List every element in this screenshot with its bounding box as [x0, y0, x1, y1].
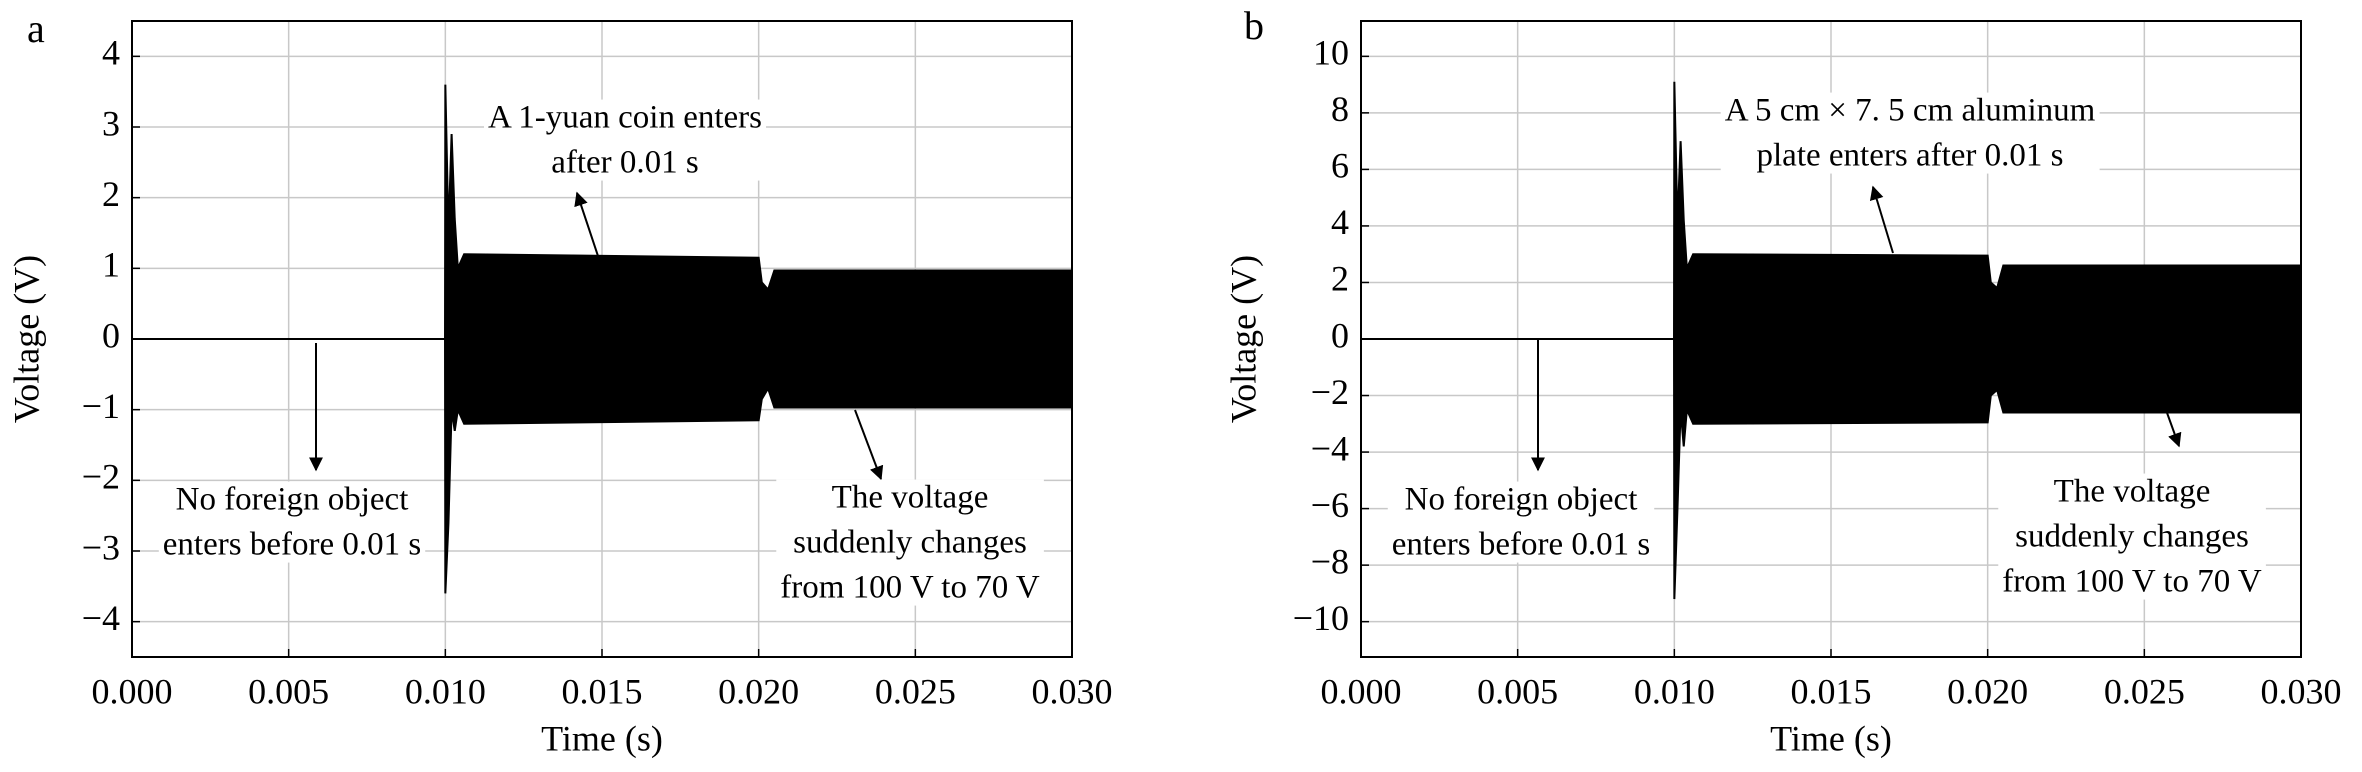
plot-frame — [131, 20, 1073, 658]
annotation-text: The voltage — [832, 480, 989, 516]
y-tick-label: 2 — [102, 174, 120, 214]
y-tick-label: −2 — [82, 457, 120, 497]
y-tick-label: 1 — [102, 245, 120, 285]
y-tick-label: −4 — [82, 598, 120, 638]
annotation-text: enters before 0.01 s — [163, 527, 421, 563]
x-tick-label: 0.015 — [1791, 671, 1872, 711]
y-tick-label: −1 — [82, 386, 120, 426]
x-axis-label: Time (s) — [1770, 718, 1892, 758]
x-tick-label: 0.015 — [562, 671, 643, 711]
annotation-text: from 100 V to 70 V — [780, 570, 1040, 606]
y-tick-label: −8 — [1311, 541, 1349, 581]
y-axis-label: Voltage (V) — [6, 255, 46, 423]
x-tick-label: 0.030 — [2261, 671, 2342, 711]
annotation-arrow — [574, 191, 599, 257]
annotation-text: suddenly changes — [793, 525, 1027, 561]
x-tick-label: 0.010 — [405, 671, 486, 711]
y-tick-label: 0 — [1331, 315, 1349, 355]
annotation: The voltage suddenly changes from 100 V to… — [1998, 473, 2266, 600]
y-tick-label: −2 — [1311, 372, 1349, 412]
panel-label: a — [27, 6, 45, 51]
y-tick-label: −4 — [1311, 428, 1349, 468]
y-tick-label: 4 — [102, 33, 120, 73]
y-tick-label: 6 — [1331, 146, 1349, 186]
x-tick-label: 0.025 — [875, 671, 956, 711]
annotation: A 5 cm × 7. 5 cm aluminum plate enters af… — [1720, 92, 2100, 174]
x-axis-label: Time (s) — [541, 718, 663, 758]
annotation-text: No foreign object — [1405, 482, 1638, 518]
annotation-text: A 1-yuan coin enters — [488, 100, 762, 136]
annotation-text: after 0.01 s — [551, 145, 699, 181]
y-tick-label: 8 — [1331, 89, 1349, 129]
y-tick-label: −10 — [1293, 598, 1349, 638]
x-tick-label: 0.020 — [1947, 671, 2028, 711]
annotation-text: plate enters after 0.01 s — [1757, 138, 2064, 174]
annotation-arrow — [1869, 185, 1894, 254]
y-tick-label: 2 — [1331, 259, 1349, 299]
y-tick-label: 10 — [1313, 33, 1349, 73]
annotation-text: from 100 V to 70 V — [2002, 564, 2262, 600]
y-tick-label: −3 — [82, 527, 120, 567]
x-tick-label: 0.005 — [248, 671, 329, 711]
annotation-background — [1720, 92, 2100, 174]
y-axis-label: Voltage (V) — [1223, 255, 1263, 423]
annotation-text: suddenly changes — [2015, 519, 2249, 555]
x-tick-label: 0.020 — [718, 671, 799, 711]
annotation-arrow — [854, 409, 884, 481]
plot-frame — [1360, 20, 2302, 658]
y-tick-label: 4 — [1331, 202, 1349, 242]
y-tick-label: 0 — [102, 315, 120, 355]
annotation-background — [1998, 473, 2266, 600]
y-tick-label: −6 — [1311, 485, 1349, 525]
annotation-background — [1387, 481, 1655, 563]
annotation: The voltage suddenly changes from 100 V to… — [776, 479, 1044, 606]
x-tick-label: 0.005 — [1477, 671, 1558, 711]
annotation-background — [158, 481, 426, 563]
y-tick-label: 3 — [102, 103, 120, 143]
annotation-background — [483, 99, 767, 181]
annotation: A 1-yuan coin enters after 0.01 s — [483, 99, 767, 181]
x-tick-label: 0.000 — [92, 671, 173, 711]
annotation-text: enters before 0.01 s — [1392, 527, 1650, 563]
annotation: No foreign object enters before 0.01 s — [1387, 481, 1655, 563]
annotation-background — [776, 479, 1044, 606]
annotation-text: No foreign object — [176, 482, 409, 518]
x-tick-label: 0.030 — [1032, 671, 1113, 711]
panel-label: b — [1244, 3, 1264, 48]
x-tick-label: 0.010 — [1634, 671, 1715, 711]
x-tick-label: 0.000 — [1321, 671, 1402, 711]
annotation-text: A 5 cm × 7. 5 cm aluminum — [1725, 93, 2096, 129]
annotation-arrow — [2165, 409, 2182, 448]
annotation-text: The voltage — [2054, 474, 2211, 510]
x-tick-label: 0.025 — [2104, 671, 2185, 711]
annotation: No foreign object enters before 0.01 s — [158, 481, 426, 563]
